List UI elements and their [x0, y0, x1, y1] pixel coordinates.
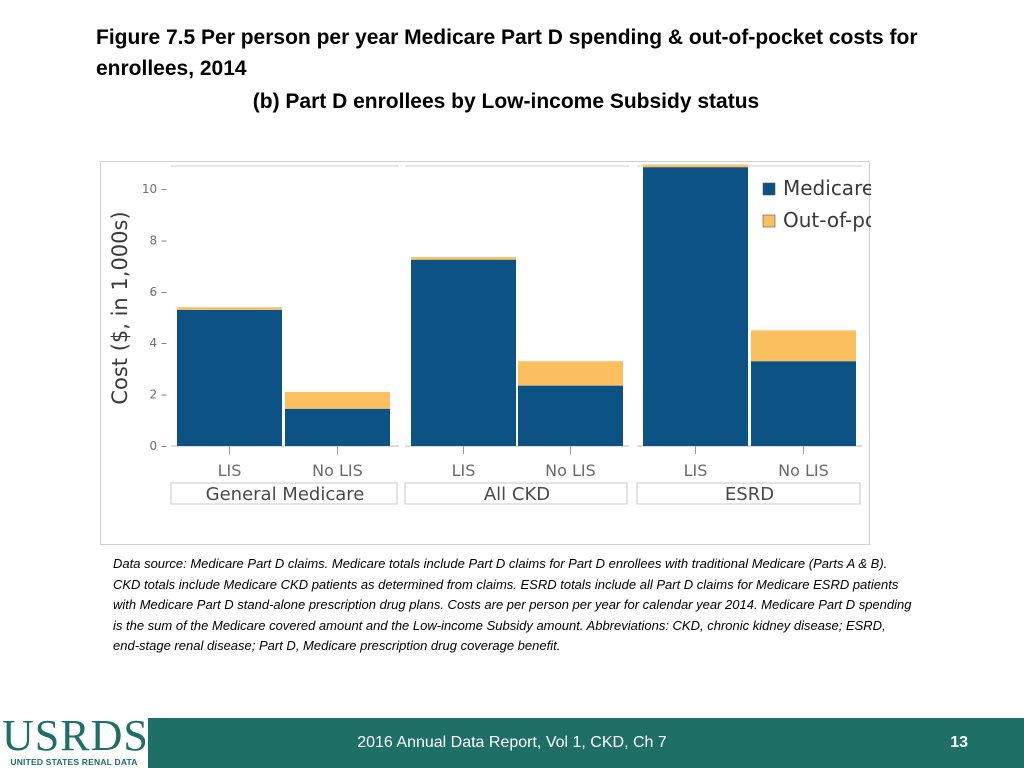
group-label-box: [404, 482, 628, 505]
y-tick-label: 2 –: [150, 388, 167, 402]
bar-out-of-pocket-all-ckd-no-lis: [518, 361, 623, 386]
x-tick-label: LIS: [684, 461, 708, 480]
y-tick-label: 6 –: [150, 285, 167, 299]
group-label: General Medicare: [206, 484, 365, 505]
bar-medicare-general-medicare-no-lis: [285, 408, 390, 446]
figure-subtitle: (b) Part D enrollees by Low-income Subsi…: [252, 90, 760, 113]
group-label-box: [170, 482, 398, 505]
footer-report-label: 2016 Annual Data Report, Vol 1, CKD, Ch …: [357, 734, 667, 751]
bar-medicare-esrd-no-lis: [751, 361, 856, 446]
bar-out-of-pocket-general-medicare-no-lis: [285, 392, 390, 409]
y-tick-label: 4 –: [150, 336, 167, 350]
page-number: 13: [950, 734, 968, 751]
bar-medicare-general-medicare-lis: [177, 309, 282, 446]
x-tick-label: No LIS: [778, 461, 829, 480]
y-tick-label: 0 –: [150, 439, 167, 453]
group-label: All CKD: [484, 484, 550, 505]
logo-wordmark: USRDS: [2, 711, 149, 760]
footer-bar: [0, 718, 1024, 768]
logo-subtitle: UNITED STATES RENAL DATA SYSTEM: [10, 757, 138, 768]
bar-medicare-all-ckd-no-lis: [518, 385, 623, 446]
bar-out-of-pocket-all-ckd-lis: [411, 257, 516, 260]
x-tick-label: LIS: [452, 461, 476, 480]
legend-swatch-medicare: [762, 182, 776, 196]
bar-out-of-pocket-esrd-lis: [643, 164, 748, 168]
y-tick-label: 10 –: [142, 182, 167, 196]
legend-swatch-out-of-pocket: [762, 214, 776, 228]
x-tick-label: LIS: [218, 461, 242, 480]
y-axis-label: Cost ($, in 1,000s): [108, 211, 132, 404]
bar-medicare-esrd-lis: [643, 167, 748, 446]
chart-panel: 0 – 2 – 4 – 6 – 8 – 10 – Cost ($, in 1,000s) LI…: [100, 161, 871, 545]
figure-title: Figure 7.5 Per person per year Medicare …: [96, 26, 918, 80]
bar-chart: 0 – 2 – 4 – 6 – 8 – 10 – Cost ($, in 1,000s) LI…: [108, 164, 871, 505]
legend-label: Medicare: [783, 176, 871, 200]
bar-out-of-pocket-esrd-no-lis: [751, 330, 856, 362]
legend-label: Out-of-pocket: [783, 208, 871, 232]
group-label: ESRD: [725, 484, 774, 505]
usrds-logo: USRDS UNITED STATES RENAL DATA SYSTEM: [0, 714, 148, 768]
bar-medicare-all-ckd-lis: [411, 259, 516, 446]
group-label-box: [636, 482, 861, 505]
y-tick-label: 8 –: [150, 233, 167, 247]
data-source-note: Data source: Medicare Part D claims. Med…: [113, 556, 912, 653]
x-tick-label: No LIS: [545, 461, 596, 480]
x-tick-label: No LIS: [312, 461, 363, 480]
bar-out-of-pocket-general-medicare-lis: [177, 307, 282, 310]
